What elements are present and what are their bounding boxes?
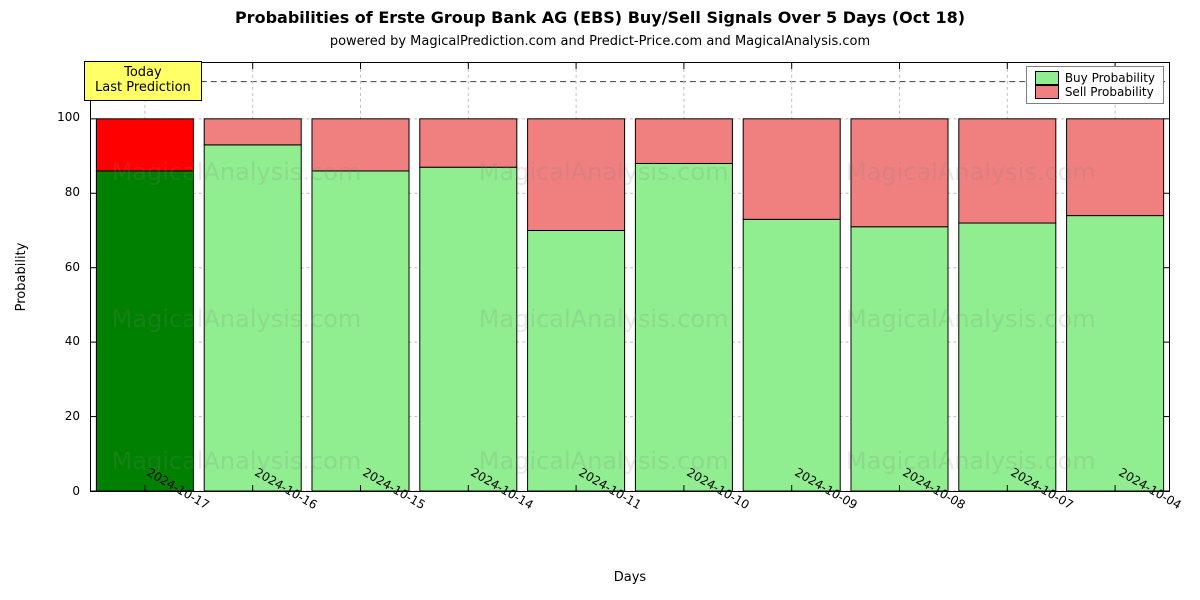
- y-tick-label: 0: [0, 484, 80, 498]
- bar-buy: [635, 163, 732, 491]
- bar-buy: [743, 219, 840, 491]
- legend-label: Sell Probability: [1065, 85, 1154, 99]
- bar-sell: [743, 119, 840, 219]
- legend-item: Buy Probability: [1035, 71, 1155, 85]
- y-axis-label: Probability: [14, 62, 34, 492]
- bar-buy: [420, 167, 517, 491]
- y-tick-label: 80: [0, 185, 80, 199]
- bar-sell: [1067, 119, 1164, 216]
- y-tick-label: 40: [0, 334, 80, 348]
- bar-buy: [1067, 216, 1164, 491]
- bar-sell: [959, 119, 1056, 223]
- y-tick-label: 100: [0, 110, 80, 124]
- y-tick-label: 60: [0, 260, 80, 274]
- legend-label: Buy Probability: [1065, 71, 1155, 85]
- bar-buy: [96, 171, 193, 491]
- bar-buy: [528, 230, 625, 491]
- legend-item: Sell Probability: [1035, 85, 1155, 99]
- bar-sell: [96, 119, 193, 171]
- legend: Buy ProbabilitySell Probability: [1026, 66, 1164, 104]
- callout-line: Today: [95, 66, 191, 81]
- callout-line: Last Prediction: [95, 81, 191, 96]
- plot-area-border: [90, 62, 1170, 492]
- chart-title: Probabilities of Erste Group Bank AG (EB…: [0, 8, 1200, 27]
- x-axis-label: Days: [90, 570, 1170, 585]
- bar-buy: [851, 227, 948, 491]
- today-callout: TodayLast Prediction: [84, 61, 202, 101]
- bar-sell: [635, 119, 732, 164]
- bar-buy: [204, 145, 301, 491]
- legend-swatch: [1035, 71, 1059, 85]
- bar-sell: [851, 119, 948, 227]
- bar-buy: [959, 223, 1056, 491]
- bar-sell: [528, 119, 625, 231]
- y-tick-label: 20: [0, 409, 80, 423]
- plot-area: [91, 63, 1169, 491]
- figure: Probabilities of Erste Group Bank AG (EB…: [0, 0, 1200, 600]
- bar-sell: [312, 119, 409, 171]
- bar-sell: [420, 119, 517, 167]
- bar-sell: [204, 119, 301, 145]
- legend-swatch: [1035, 85, 1059, 99]
- bar-buy: [312, 171, 409, 491]
- chart-subtitle: powered by MagicalPrediction.com and Pre…: [0, 34, 1200, 49]
